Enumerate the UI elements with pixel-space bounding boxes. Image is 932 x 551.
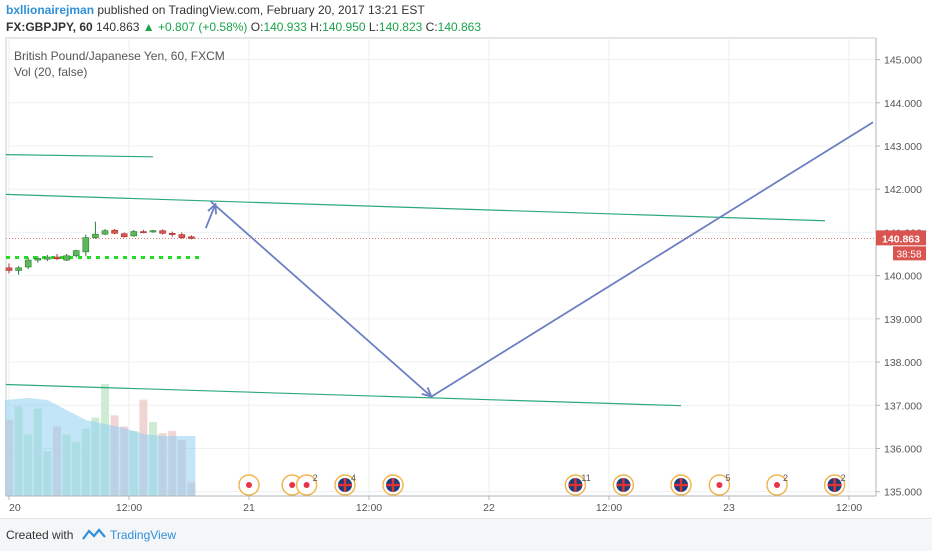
- candle-body: [44, 256, 51, 260]
- open-value: 140.933: [263, 20, 307, 34]
- event-count: 2: [783, 473, 788, 483]
- publish-text: published on TradingView.com, February 2…: [97, 3, 425, 17]
- event-markers: 2 4 11 5 2 2: [238, 473, 846, 496]
- y-tick-label: 142.000: [884, 184, 922, 196]
- countdown-label: 38:58: [896, 249, 921, 260]
- candle-body: [63, 255, 70, 261]
- event-count: 2: [841, 473, 846, 483]
- event-dot-icon: [716, 482, 723, 488]
- small-arrow: [204, 204, 217, 229]
- x-tick-label: 21: [243, 502, 255, 514]
- price-chart[interactable]: 2 4 11 5 2 2 135.000136.000137.000138.000139.…: [0, 0, 932, 518]
- candle-body: [130, 231, 138, 237]
- candle-body: [140, 231, 147, 234]
- tradingview-logo-icon: [82, 528, 106, 540]
- high-label: H:: [310, 20, 323, 34]
- y-tick-label: 143.000: [884, 141, 922, 153]
- footer: Created with TradingView: [0, 518, 932, 551]
- y-tick-label: 137.000: [884, 400, 922, 412]
- change-up-icon: ▲: [142, 20, 155, 34]
- y-tick-label: 140.000: [884, 271, 922, 283]
- created-with-text: Created with: [6, 528, 74, 542]
- candle-body: [15, 267, 22, 271]
- symbol-info: FX:GBPJPY, 60 140.863 ▲ +0.807 (+0.58%) …: [6, 20, 481, 34]
- candles: [5, 221, 195, 275]
- event-count: 2: [313, 473, 318, 483]
- time-axis-ticks: 20 12:00 21 12:00 22 12:00 23 12:00: [8, 496, 862, 514]
- author-name[interactable]: bxllionairejman: [6, 3, 95, 17]
- candle-body: [82, 237, 90, 253]
- close-value: 140.863: [437, 20, 482, 34]
- tradingview-link[interactable]: TradingView: [110, 528, 177, 542]
- event-dot-icon: [303, 482, 310, 488]
- price-change: +0.807 (+0.58%): [158, 20, 248, 34]
- candle-body: [72, 250, 80, 257]
- candle-body: [168, 232, 176, 235]
- event-count: 11: [581, 473, 590, 483]
- event-count: 5: [725, 473, 730, 483]
- candle-body: [5, 267, 13, 271]
- x-tick-label: 22: [483, 502, 495, 514]
- candle-body: [53, 256, 61, 260]
- open-label: O:: [250, 20, 264, 34]
- candle-body: [159, 230, 166, 234]
- candle-body: [188, 236, 195, 239]
- current-price-tag: 140.863 38:58: [876, 230, 926, 261]
- low-label: L:: [368, 20, 379, 34]
- current-price-label: 140.863: [882, 233, 920, 245]
- candle-body: [111, 229, 118, 234]
- event-dot-icon: [289, 482, 296, 488]
- indicator-legend: Vol (20, false): [14, 65, 87, 79]
- symbol-label: FX:GBPJPY, 60: [6, 20, 93, 34]
- y-tick-label: 138.000: [884, 357, 922, 369]
- low-value: 140.823: [378, 20, 423, 34]
- chart-legend-title: British Pound/Japanese Yen, 60, FXCM: [14, 49, 225, 63]
- event-dot-icon: [246, 482, 252, 488]
- x-tick-label: 12:00: [356, 502, 382, 514]
- arrow-head: [207, 202, 217, 215]
- candle-body: [24, 259, 32, 268]
- x-tick-label: 12:00: [596, 502, 622, 514]
- candle-body: [178, 234, 186, 238]
- candle-body: [149, 230, 157, 233]
- x-tick-label: 23: [723, 502, 735, 514]
- candle-body: [101, 230, 109, 235]
- trendline: [5, 154, 154, 158]
- volume-ma-area: [5, 398, 196, 496]
- y-tick-label: 139.000: [884, 314, 922, 326]
- publish-info: bxllionairejman published on TradingView…: [6, 3, 425, 17]
- y-tick-label: 145.000: [884, 55, 922, 67]
- volume-layer: [5, 384, 196, 496]
- y-tick-label: 144.000: [884, 98, 922, 110]
- y-tick-label: 136.000: [884, 443, 922, 455]
- candle-body: [34, 258, 42, 261]
- x-tick-label: 12:00: [836, 502, 862, 514]
- x-tick-label: 20: [9, 502, 21, 514]
- price-axis[interactable]: [876, 38, 926, 496]
- trendlines: [5, 154, 876, 407]
- drawings: [204, 121, 874, 398]
- candle-body: [92, 233, 99, 238]
- candle-body: [120, 233, 128, 238]
- close-label: C:: [425, 20, 438, 34]
- trendline: [5, 193, 826, 222]
- high-value: 140.950: [322, 20, 366, 34]
- x-tick-label: 12:00: [116, 502, 142, 514]
- arrow-head: [421, 387, 433, 398]
- event-count: 4: [351, 473, 356, 483]
- y-tick-label: 135.000: [884, 487, 922, 499]
- trendline: [5, 383, 682, 407]
- event-dot-icon: [774, 482, 780, 488]
- last-price: 140.863: [96, 20, 140, 34]
- plot-area[interactable]: [5, 37, 877, 497]
